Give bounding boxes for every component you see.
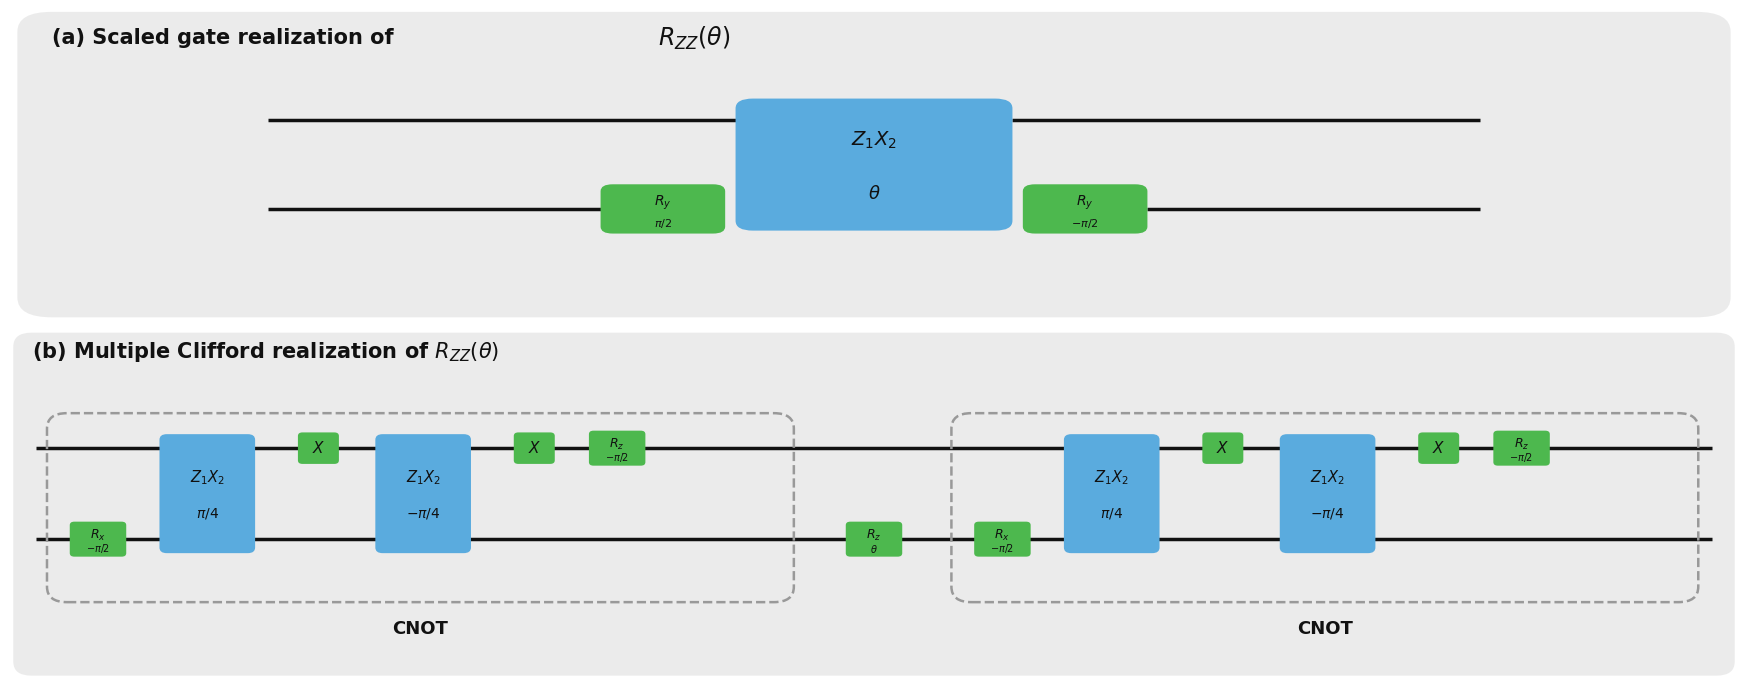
- Text: $\theta$: $\theta$: [871, 543, 877, 555]
- Text: $-\pi/2$: $-\pi/2$: [991, 543, 1014, 556]
- Text: $-\pi/4$: $-\pi/4$: [1311, 506, 1344, 521]
- Text: $Z_1X_2$: $Z_1X_2$: [191, 468, 225, 486]
- FancyBboxPatch shape: [297, 432, 339, 464]
- FancyBboxPatch shape: [601, 184, 725, 234]
- Text: $Z_1X_2$: $Z_1X_2$: [406, 468, 440, 486]
- Text: $R_z$: $R_z$: [1514, 437, 1530, 452]
- Text: CNOT: CNOT: [1297, 620, 1353, 638]
- Text: $\pi/4$: $\pi/4$: [196, 506, 218, 521]
- FancyBboxPatch shape: [974, 522, 1031, 556]
- Text: $Z_1X_2$: $Z_1X_2$: [1094, 468, 1129, 486]
- FancyBboxPatch shape: [846, 522, 902, 556]
- FancyBboxPatch shape: [514, 432, 554, 464]
- Text: $-\pi/2$: $-\pi/2$: [86, 543, 110, 556]
- Text: $-\pi/2$: $-\pi/2$: [1072, 217, 1099, 230]
- Text: $-\pi/2$: $-\pi/2$: [605, 451, 629, 464]
- Text: $R_{ZZ}(\theta)$: $R_{ZZ}(\theta)$: [657, 25, 731, 52]
- FancyBboxPatch shape: [589, 430, 645, 466]
- Text: $Z_1X_2$: $Z_1X_2$: [1311, 468, 1344, 486]
- FancyBboxPatch shape: [1023, 184, 1147, 234]
- FancyBboxPatch shape: [1280, 434, 1376, 553]
- FancyBboxPatch shape: [14, 333, 1734, 676]
- FancyBboxPatch shape: [736, 98, 1012, 231]
- Text: $X$: $X$: [1217, 440, 1229, 456]
- FancyBboxPatch shape: [1493, 430, 1550, 466]
- FancyBboxPatch shape: [70, 522, 126, 556]
- FancyBboxPatch shape: [1065, 434, 1159, 553]
- FancyBboxPatch shape: [376, 434, 470, 553]
- Text: $R_x$: $R_x$: [91, 527, 107, 543]
- Text: (a) Scaled gate realization of: (a) Scaled gate realization of: [52, 28, 393, 49]
- Text: $\pi/4$: $\pi/4$: [1099, 506, 1124, 521]
- Text: $X$: $X$: [311, 440, 325, 456]
- FancyBboxPatch shape: [1203, 432, 1243, 464]
- Text: $\pi/2$: $\pi/2$: [654, 217, 671, 230]
- Text: $\theta$: $\theta$: [867, 184, 881, 202]
- Text: $R_z$: $R_z$: [867, 527, 881, 543]
- FancyBboxPatch shape: [1418, 432, 1460, 464]
- Text: $-\pi/4$: $-\pi/4$: [406, 506, 440, 521]
- Text: $-\pi/2$: $-\pi/2$: [1510, 451, 1533, 464]
- Text: $R_x$: $R_x$: [995, 527, 1010, 543]
- Text: $R_z$: $R_z$: [610, 437, 624, 452]
- Text: CNOT: CNOT: [393, 620, 447, 638]
- Text: (b) Multiple Clifford realization of $R_{ZZ}(\theta)$: (b) Multiple Clifford realization of $R_…: [31, 340, 498, 364]
- Text: $X$: $X$: [528, 440, 540, 456]
- FancyBboxPatch shape: [17, 12, 1731, 317]
- Text: $Z_1X_2$: $Z_1X_2$: [851, 130, 897, 152]
- Text: $R_y$: $R_y$: [654, 194, 671, 212]
- Text: $X$: $X$: [1432, 440, 1446, 456]
- Text: $R_y$: $R_y$: [1077, 194, 1094, 212]
- FancyBboxPatch shape: [159, 434, 255, 553]
